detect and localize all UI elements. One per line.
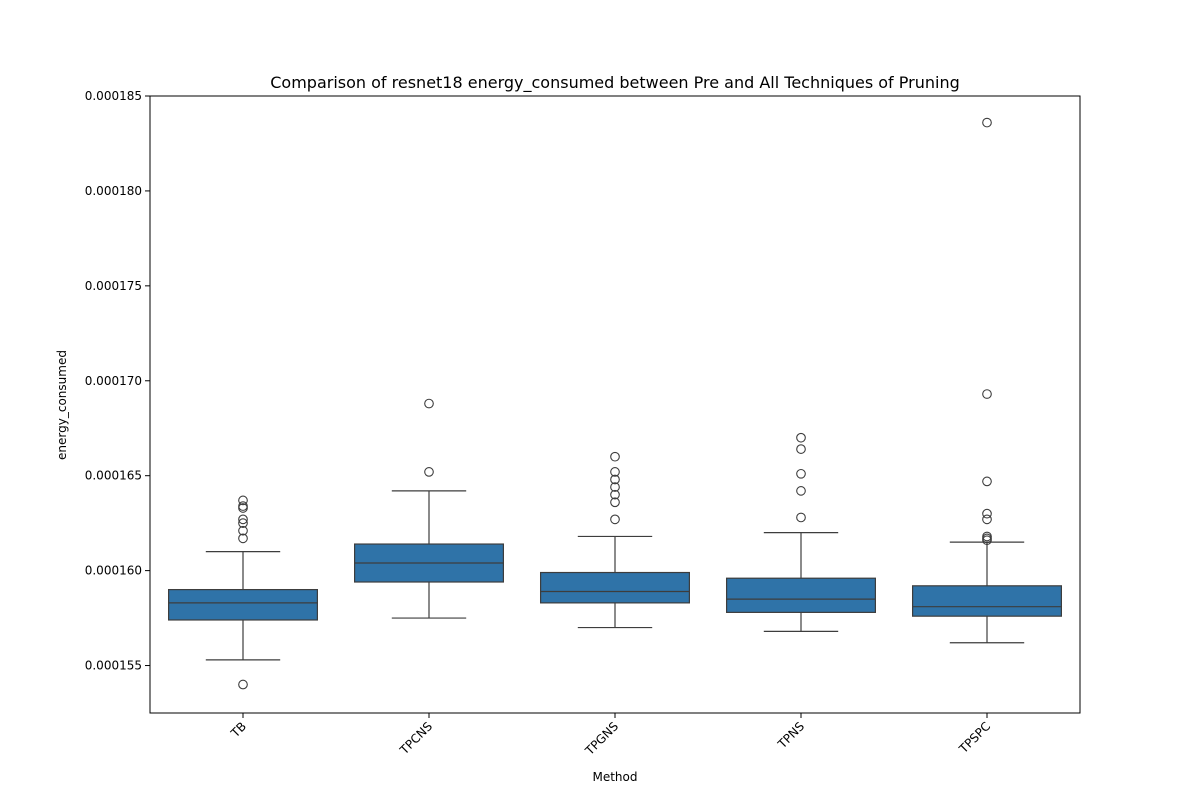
plot-frame (149, 95, 1081, 714)
outlier-point (610, 489, 620, 500)
box-TB (168, 588, 319, 621)
outlier-point (238, 525, 248, 536)
outlier-point (610, 482, 620, 492)
outlier-point (982, 531, 992, 542)
outlier-point (238, 495, 248, 506)
outlier-point (796, 432, 806, 443)
y-tick-label: 0.000170 (85, 374, 142, 388)
outlier-point (610, 474, 620, 485)
outlier-point (238, 518, 248, 529)
outlier-point (610, 514, 620, 525)
outlier-point (796, 512, 806, 523)
outlier-point (796, 468, 806, 479)
chart-title: Comparison of resnet18 energy_consumed b… (270, 73, 960, 93)
outlier-point (982, 117, 992, 128)
y-tick-label: 0.000155 (85, 659, 142, 673)
box-TPGNS (539, 571, 690, 604)
outlier-point (238, 533, 248, 544)
y-tick-label: 0.000180 (85, 184, 142, 198)
box-TPSPC (911, 585, 1062, 617)
y-tick-label: 0.000175 (85, 279, 142, 293)
outlier-point (238, 514, 248, 525)
outlier-point (610, 497, 620, 508)
y-tick-label: 0.000185 (85, 89, 142, 103)
outlier-point (424, 398, 434, 409)
x-axis-title: Method (592, 770, 637, 784)
outlier-point (982, 389, 992, 399)
outlier-point (982, 476, 992, 487)
outlier-point (238, 501, 248, 511)
outlier-point (610, 451, 620, 462)
y-tick-label: 0.000165 (85, 469, 142, 483)
outlier-point (610, 467, 620, 477)
y-tick-label: 0.000160 (85, 564, 142, 578)
box-TPNS (725, 577, 876, 613)
outlier-point (982, 508, 992, 519)
outlier-point (424, 467, 434, 477)
outlier-point (982, 514, 992, 525)
y-axis-title: energy_consumed (55, 350, 69, 460)
outlier-point (796, 444, 806, 454)
outlier-point (796, 486, 806, 496)
outlier-point (238, 679, 248, 690)
